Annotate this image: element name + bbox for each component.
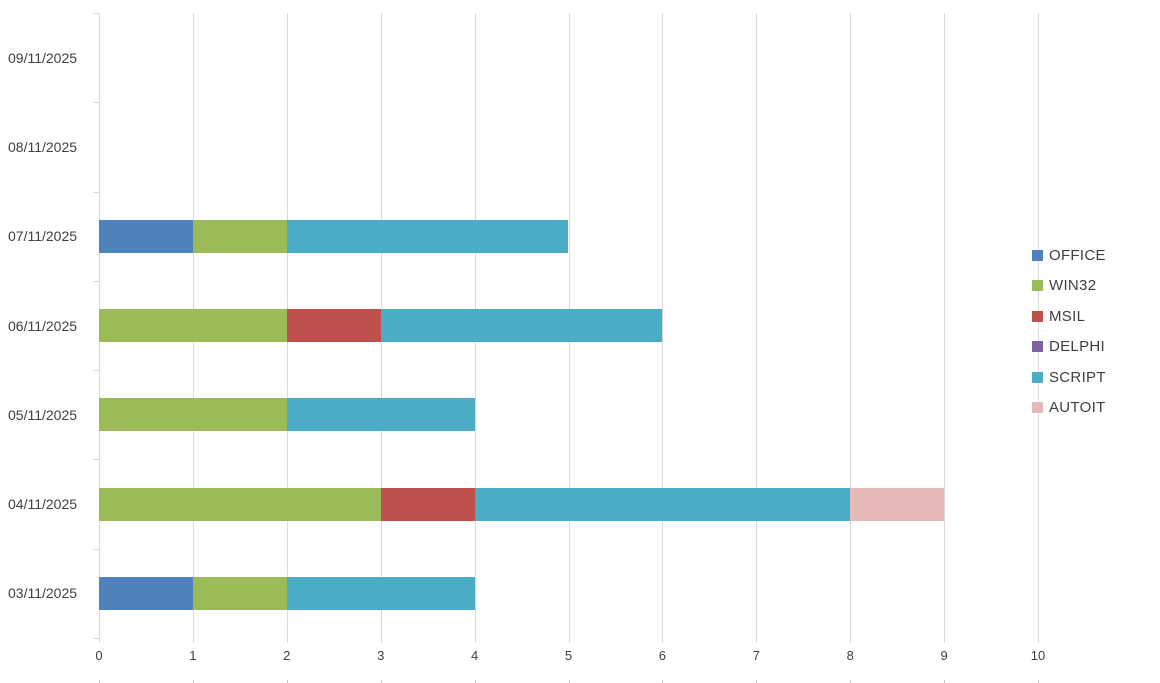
bottom-edge-tick: [756, 680, 758, 683]
y-category-label: 05/11/2025: [8, 406, 78, 423]
bar-row-07-11-2025: [99, 219, 569, 253]
bar-segment-msil: [286, 309, 381, 342]
x-tick-label: 4: [470, 648, 479, 663]
bar-row-06-11-2025: [99, 309, 663, 342]
bar-segment-script: [474, 487, 851, 521]
x-axis-tick: [568, 638, 570, 643]
gridline-x10: [1038, 13, 1039, 638]
bar-segment-office: [99, 576, 193, 610]
legend-item-msil: MSIL: [1032, 301, 1106, 332]
bar-segment-msil: [380, 487, 475, 521]
legend-swatch-icon: [1032, 371, 1043, 383]
gridline-x7: [756, 13, 758, 638]
bar-segment-win32: [192, 576, 287, 610]
x-tick-label: 0: [95, 648, 103, 663]
x-axis-tick: [99, 638, 100, 643]
bar-segment-win32: [192, 219, 287, 253]
legend-item-autoit: AUTOIT: [1032, 393, 1106, 424]
bottom-edge-tick: [568, 680, 570, 683]
plot-area: [93, 13, 1039, 643]
legend-label: AUTOIT: [1049, 399, 1106, 417]
y-category-label: 03/11/2025: [8, 585, 78, 602]
x-tick-label: 9: [940, 648, 948, 663]
y-category-label: 08/11/2025: [8, 138, 78, 155]
legend-label: SCRIPT: [1049, 368, 1106, 386]
legend-swatch-icon: [1032, 310, 1043, 322]
x-axis-tick: [192, 638, 194, 643]
bottom-edge-tick: [99, 680, 100, 683]
x-tick-label: 8: [846, 648, 854, 663]
bottom-edge-tick: [286, 680, 288, 683]
y-axis-tick: [93, 13, 99, 14]
bar-segment-win32: [99, 398, 287, 432]
bottom-edge-tick: [944, 680, 946, 683]
bar-segment-autoit: [850, 487, 945, 521]
y-category-label: 06/11/2025: [8, 317, 78, 334]
y-axis-tick: [93, 370, 99, 372]
y-axis-tick: [93, 191, 99, 193]
legend-swatch-icon: [1032, 402, 1043, 414]
y-axis-tick: [93, 102, 99, 104]
legend-label: WIN32: [1049, 277, 1097, 295]
y-axis-tick: [93, 638, 99, 639]
y-axis-tick: [93, 459, 99, 461]
bar-segment-script: [286, 398, 475, 432]
legend-label: MSIL: [1049, 307, 1086, 325]
x-axis-tick: [850, 638, 852, 643]
bar-row-03-11-2025: [99, 576, 475, 610]
y-axis-tick: [93, 548, 99, 550]
legend-swatch-icon: [1032, 249, 1043, 261]
y-category-label: 07/11/2025: [8, 228, 78, 245]
legend-item-office: OFFICE: [1032, 240, 1106, 271]
bar-row-04-11-2025: [99, 487, 945, 521]
legend-swatch-icon: [1032, 280, 1043, 292]
x-tick-label: 7: [752, 648, 760, 663]
legend-item-script: SCRIPT: [1032, 362, 1106, 393]
x-tick-label: 10: [1030, 648, 1046, 663]
bar-segment-win32: [99, 309, 287, 342]
legend-label: OFFICE: [1049, 246, 1106, 264]
x-tick-label: 2: [283, 648, 291, 663]
bar-segment-script: [380, 309, 663, 342]
x-axis-tick: [474, 638, 476, 643]
legend-item-delphi: DELPHI: [1032, 332, 1106, 363]
legend-item-win32: WIN32: [1032, 271, 1106, 302]
x-tick-label: 3: [377, 648, 385, 663]
bar-segment-win32: [99, 487, 381, 521]
bar-row-05-11-2025: [99, 398, 475, 432]
y-axis-tick: [93, 280, 99, 282]
x-axis-tick: [380, 638, 382, 643]
legend-swatch-icon: [1032, 341, 1043, 353]
x-tick-label: 1: [189, 648, 197, 663]
bottom-edge-tick: [192, 680, 194, 683]
legend-label: DELPHI: [1049, 338, 1105, 356]
x-tick-label: 6: [658, 648, 666, 663]
bottom-edge-tick: [380, 680, 382, 683]
gridline-x6: [662, 13, 664, 638]
bar-segment-script: [286, 576, 475, 610]
y-category-label: 04/11/2025: [8, 496, 78, 513]
bottom-edge-tick: [662, 680, 664, 683]
bottom-edge-tick: [850, 680, 852, 683]
x-axis-tick: [756, 638, 758, 643]
bar-segment-script: [286, 219, 569, 253]
gridline-x8: [850, 13, 852, 638]
x-tick-label: 5: [564, 648, 573, 663]
bottom-edge-tick: [1038, 680, 1039, 683]
y-category-label: 09/11/2025: [8, 49, 78, 66]
bar-segment-office: [99, 219, 193, 253]
gridline-x9: [944, 13, 946, 638]
x-axis-tick: [944, 638, 946, 643]
legend: OFFICE WIN32 MSIL DELPHI SCRIPT AUTOIT: [1032, 240, 1106, 423]
x-axis-tick: [286, 638, 288, 643]
x-axis-tick: [1038, 638, 1039, 643]
x-axis-tick: [662, 638, 664, 643]
bottom-edge-tick: [474, 680, 476, 683]
